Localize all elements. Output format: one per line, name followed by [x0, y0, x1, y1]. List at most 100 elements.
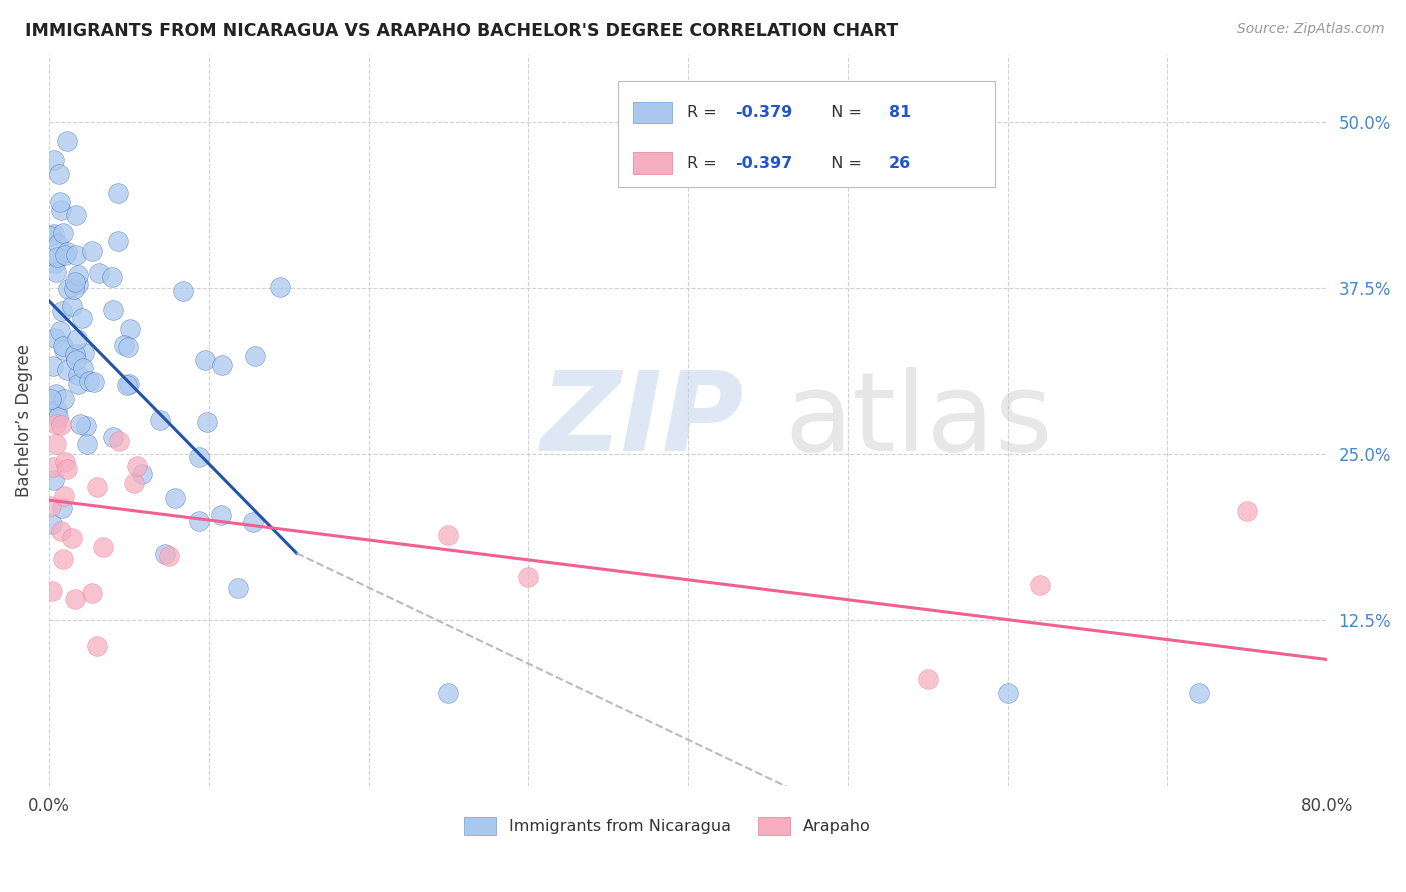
Point [60, 299, 83, 313]
Point [70, 310, 93, 325]
Point [101, 302, 124, 317]
Point [72, 361, 94, 376]
Point [228, 581, 250, 595]
Y-axis label: Bachelor’s Degree: Bachelor’s Degree [15, 344, 32, 497]
Point [1236, 504, 1258, 518]
Point [52, 551, 75, 566]
Point [437, 686, 460, 700]
Point [67, 277, 90, 292]
Point [49, 524, 72, 538]
Point [49, 324, 72, 338]
Point [69, 417, 91, 431]
Point [44, 331, 66, 345]
Point [187, 450, 209, 464]
Point [42, 153, 65, 168]
Point [66, 332, 89, 346]
Point [120, 321, 142, 335]
Point [917, 673, 939, 687]
Point [131, 467, 153, 482]
Point [80, 586, 103, 600]
Text: IMMIGRANTS FROM NICARAGUA VS ARAPAHO BACHELOR'S DEGREE CORRELATION CHART: IMMIGRANTS FROM NICARAGUA VS ARAPAHO BAC… [25, 22, 898, 40]
Point [52, 226, 75, 240]
Point [245, 349, 267, 363]
Point [65, 208, 87, 222]
Point [42, 460, 65, 475]
Bar [633, 153, 672, 174]
Bar [633, 102, 672, 123]
Point [91, 540, 114, 554]
Point [437, 527, 460, 541]
Point [153, 547, 176, 561]
Point [48, 195, 70, 210]
Point [80, 244, 103, 259]
Point [127, 458, 149, 473]
Point [42, 359, 65, 373]
Point [53, 489, 76, 503]
Text: atlas: atlas [785, 367, 1053, 474]
Point [63, 592, 86, 607]
Point [242, 516, 264, 530]
Point [997, 686, 1019, 700]
Point [101, 270, 124, 285]
Point [73, 346, 96, 360]
Point [52, 339, 75, 353]
Point [115, 378, 138, 392]
Point [48, 167, 70, 181]
Point [76, 437, 98, 451]
Point [65, 248, 87, 262]
Text: 26: 26 [889, 156, 911, 171]
Point [195, 415, 218, 429]
Point [53, 455, 76, 469]
Point [56, 134, 79, 148]
Point [269, 280, 291, 294]
Point [51, 417, 73, 432]
Point [66, 376, 89, 391]
Point [45, 417, 67, 431]
Text: N =: N = [821, 105, 868, 120]
Point [45, 265, 67, 279]
Point [56, 244, 79, 259]
Point [56, 462, 79, 476]
Point [66, 268, 89, 282]
Point [163, 491, 186, 506]
Point [209, 508, 232, 523]
Point [45, 437, 67, 451]
Point [42, 227, 65, 241]
Point [52, 343, 75, 357]
Point [56, 363, 79, 377]
Bar [758, 817, 790, 836]
Point [65, 275, 87, 289]
Point [44, 256, 66, 270]
Point [188, 514, 211, 528]
Point [45, 402, 67, 417]
Point [42, 473, 65, 487]
Text: Arapaho: Arapaho [803, 819, 870, 834]
Point [51, 202, 73, 217]
Point [39, 394, 62, 409]
Text: -0.379: -0.379 [735, 105, 793, 120]
Point [41, 392, 63, 406]
Point [211, 358, 233, 372]
Point [117, 340, 139, 354]
Point [65, 352, 87, 367]
Point [122, 475, 145, 490]
Point [107, 186, 129, 200]
Point [39, 499, 62, 513]
Text: ZIP: ZIP [541, 367, 745, 474]
Point [101, 430, 124, 444]
Text: N =: N = [821, 156, 868, 171]
Point [83, 375, 105, 389]
Point [41, 583, 63, 598]
Point [46, 237, 69, 252]
Point [86, 480, 108, 494]
Text: -0.397: -0.397 [735, 156, 793, 171]
Bar [464, 817, 496, 836]
Point [39, 228, 62, 243]
Point [67, 368, 90, 383]
Text: R =: R = [688, 105, 721, 120]
Point [107, 234, 129, 248]
Point [63, 347, 86, 361]
Point [1028, 578, 1050, 592]
Point [48, 410, 70, 425]
Point [63, 282, 86, 296]
